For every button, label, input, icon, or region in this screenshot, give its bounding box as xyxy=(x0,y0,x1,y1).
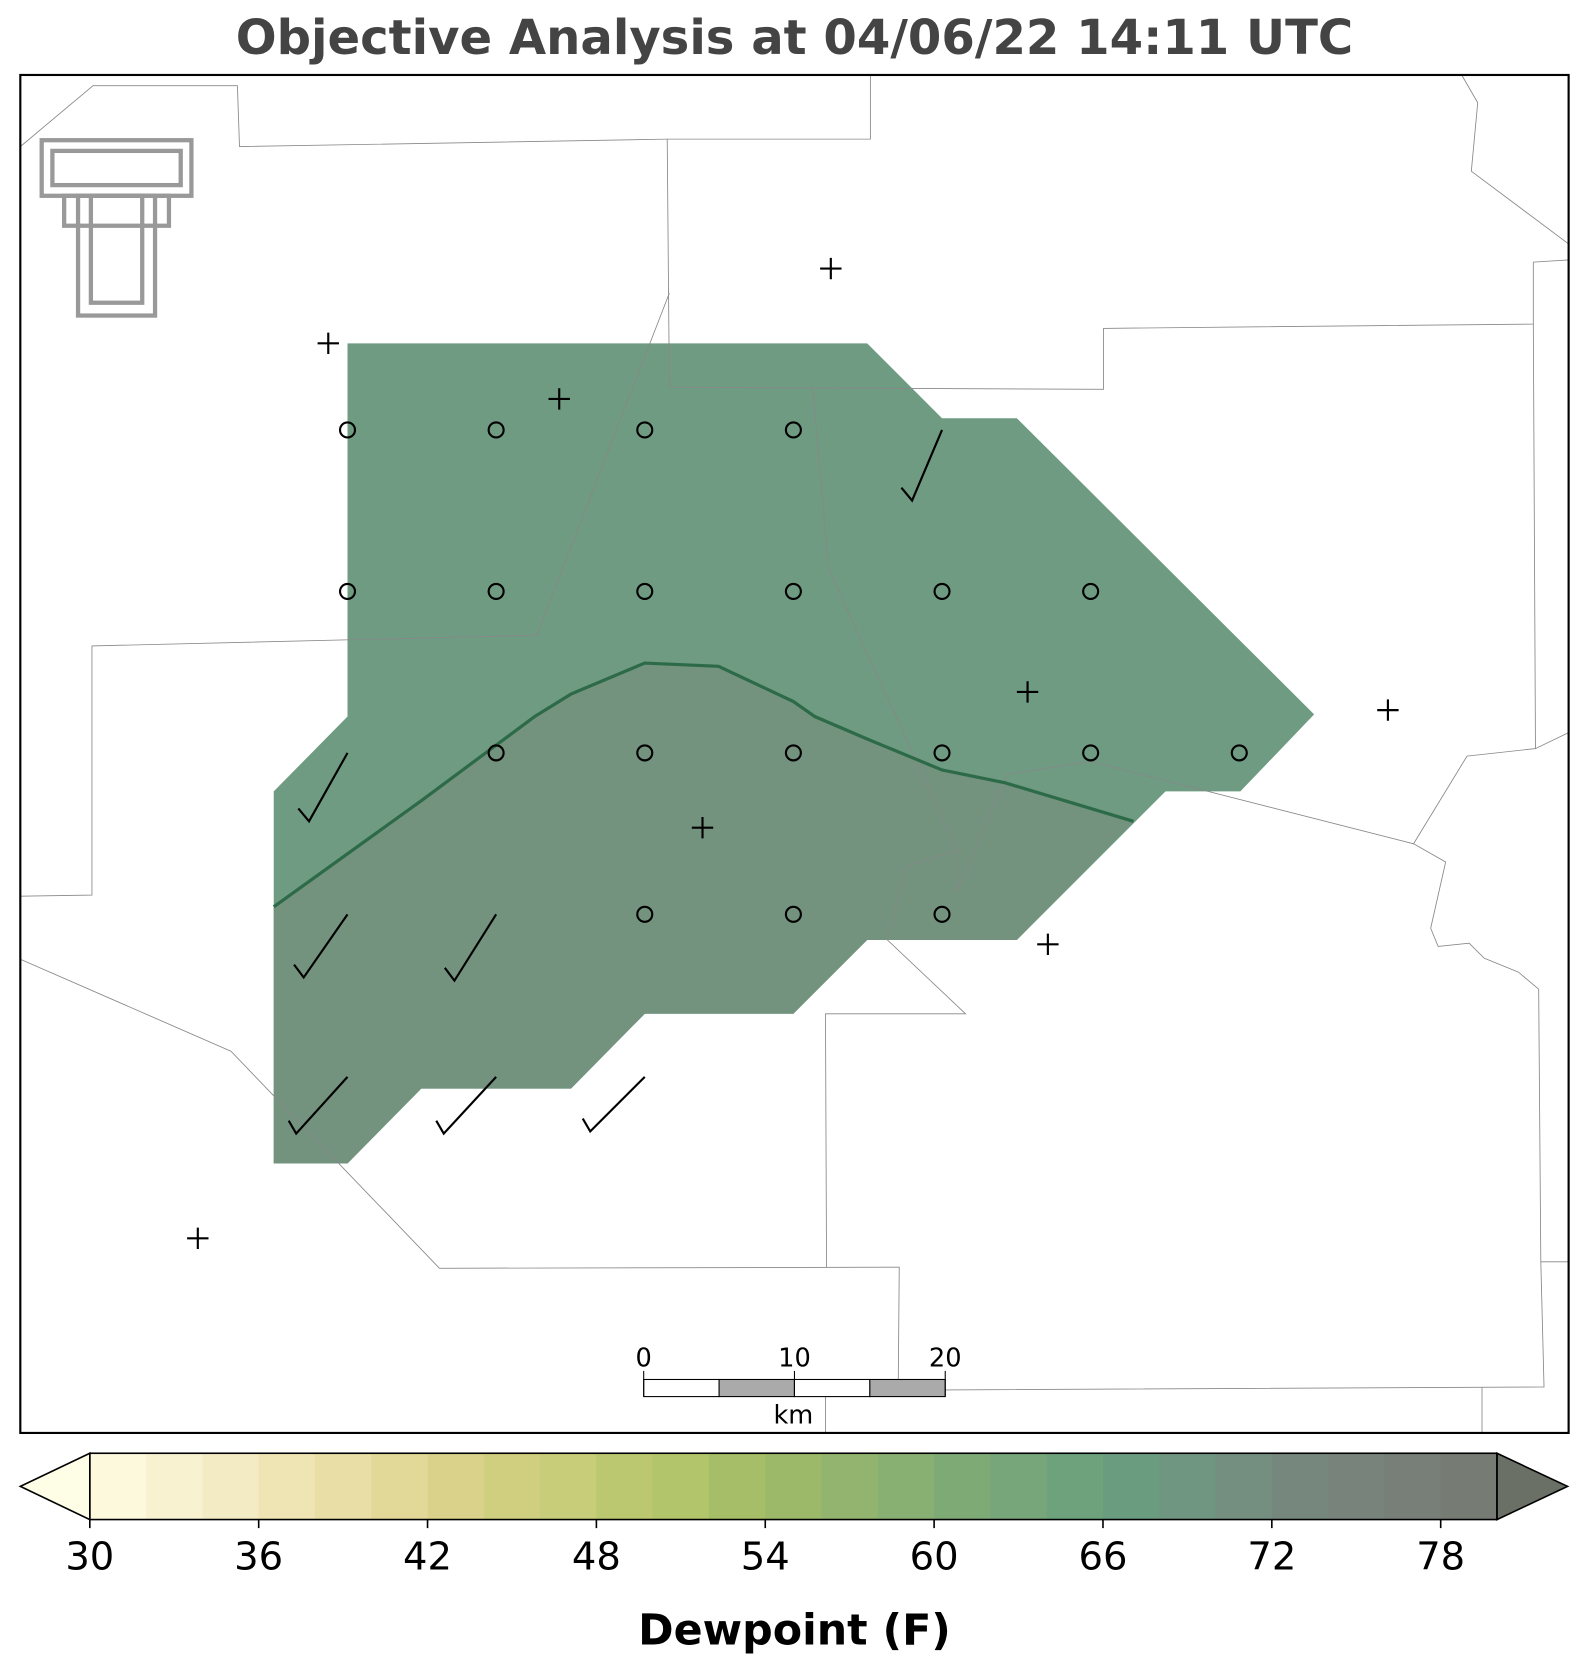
scale-tick-label: 0 xyxy=(636,1344,652,1374)
station-missing xyxy=(820,257,842,280)
colorbar-bin xyxy=(1215,1453,1273,1520)
station-calm xyxy=(933,905,951,923)
colorbar-bin xyxy=(765,1453,823,1520)
scale-bar: km 0 10 20 xyxy=(636,1344,962,1431)
logo xyxy=(39,138,194,318)
station-calm xyxy=(636,582,654,600)
colorbar-bin xyxy=(990,1453,1048,1520)
colorbar-bin xyxy=(934,1453,991,1520)
colorbar-bin xyxy=(652,1453,710,1520)
colorbar-bin xyxy=(1328,1453,1385,1520)
colorbar-bin xyxy=(1102,1453,1160,1520)
colorbar-bin xyxy=(540,1453,597,1520)
station-missing xyxy=(548,388,570,410)
title: Objective Analysis at 04/06/22 14:11 UTC xyxy=(236,10,1354,66)
station-calm xyxy=(1082,744,1100,762)
colorbar-bin xyxy=(877,1453,935,1520)
station-calm xyxy=(636,421,654,439)
station-calm xyxy=(933,744,951,762)
station-calm xyxy=(338,421,357,439)
contour-fill xyxy=(273,663,1134,1164)
station-calm xyxy=(1230,744,1248,762)
scale-unit: km xyxy=(773,1400,813,1430)
colorbar-bin xyxy=(371,1453,429,1520)
colorbar-outline xyxy=(89,1452,1498,1521)
scale-segment xyxy=(793,1378,871,1398)
colorbar-bin xyxy=(258,1453,316,1520)
station-missing xyxy=(317,332,339,355)
colorbar-extend-high xyxy=(1496,1451,1570,1521)
colorbar-tick-label: 36 xyxy=(234,1535,283,1580)
station-missing xyxy=(691,817,714,839)
station-calm xyxy=(784,905,802,923)
colorbar-tick-label: 72 xyxy=(1247,1535,1296,1580)
station-calm xyxy=(487,744,505,762)
colorbar-bin xyxy=(1440,1453,1498,1520)
county-lines xyxy=(20,74,1569,1433)
station-calm xyxy=(784,744,802,762)
colorbar-bin xyxy=(483,1453,541,1520)
scale-segment xyxy=(869,1378,946,1398)
colorbar-tick-label: 48 xyxy=(572,1535,621,1580)
colorbar-bin xyxy=(89,1453,147,1520)
colorbar-bin xyxy=(1384,1453,1442,1520)
station-calm xyxy=(338,582,357,600)
wind-barbs xyxy=(287,429,944,1136)
colorbar-bin xyxy=(314,1453,372,1520)
station-calm xyxy=(784,582,802,600)
colorbar-bin xyxy=(202,1453,260,1520)
contour-line xyxy=(272,661,1134,909)
station-calm xyxy=(636,905,654,923)
station-markers xyxy=(187,257,1399,1250)
colorbar-bin xyxy=(1271,1453,1329,1520)
colorbar-bin xyxy=(427,1453,485,1520)
scale-segment xyxy=(643,1378,720,1398)
colorbar-extend-low xyxy=(18,1451,91,1521)
colorbar-tick-label: 60 xyxy=(910,1535,959,1580)
colorbar-label: Dewpoint (F) xyxy=(638,1605,951,1655)
scale-segment xyxy=(718,1378,795,1398)
colorbar-tick-label: 54 xyxy=(741,1535,790,1580)
station-calm xyxy=(1082,582,1100,600)
scale-tick-label: 20 xyxy=(929,1344,962,1374)
colorbar-bin xyxy=(596,1453,654,1520)
station-calm xyxy=(487,421,505,439)
station-calm xyxy=(784,421,802,439)
station-calm xyxy=(487,582,505,600)
colorbar-bin xyxy=(1046,1453,1104,1520)
station-calm xyxy=(636,744,654,762)
colorbar-tick-label: 30 xyxy=(65,1535,114,1580)
station-missing xyxy=(1037,933,1059,955)
colorbar-tick-label: 66 xyxy=(1078,1535,1127,1580)
station-calm xyxy=(933,582,951,600)
map: km 0 10 20 xyxy=(19,73,1570,1435)
colorbar-bin xyxy=(146,1453,203,1520)
station-missing xyxy=(1016,681,1039,703)
colorbar-bin xyxy=(708,1453,766,1520)
scale-tick-label: 10 xyxy=(778,1344,811,1374)
colorbar-bin xyxy=(821,1453,879,1520)
station-missing xyxy=(187,1227,209,1250)
map-border xyxy=(19,73,1570,1435)
colorbar: Dewpoint (F) 30 36 42 48 54 60 66 72 78 xyxy=(18,1451,1570,1655)
colorbar-tick-label: 78 xyxy=(1416,1535,1465,1580)
colorbar-tick-label: 42 xyxy=(403,1535,452,1580)
colorbar-bin xyxy=(1159,1453,1217,1520)
station-missing xyxy=(1377,699,1399,721)
